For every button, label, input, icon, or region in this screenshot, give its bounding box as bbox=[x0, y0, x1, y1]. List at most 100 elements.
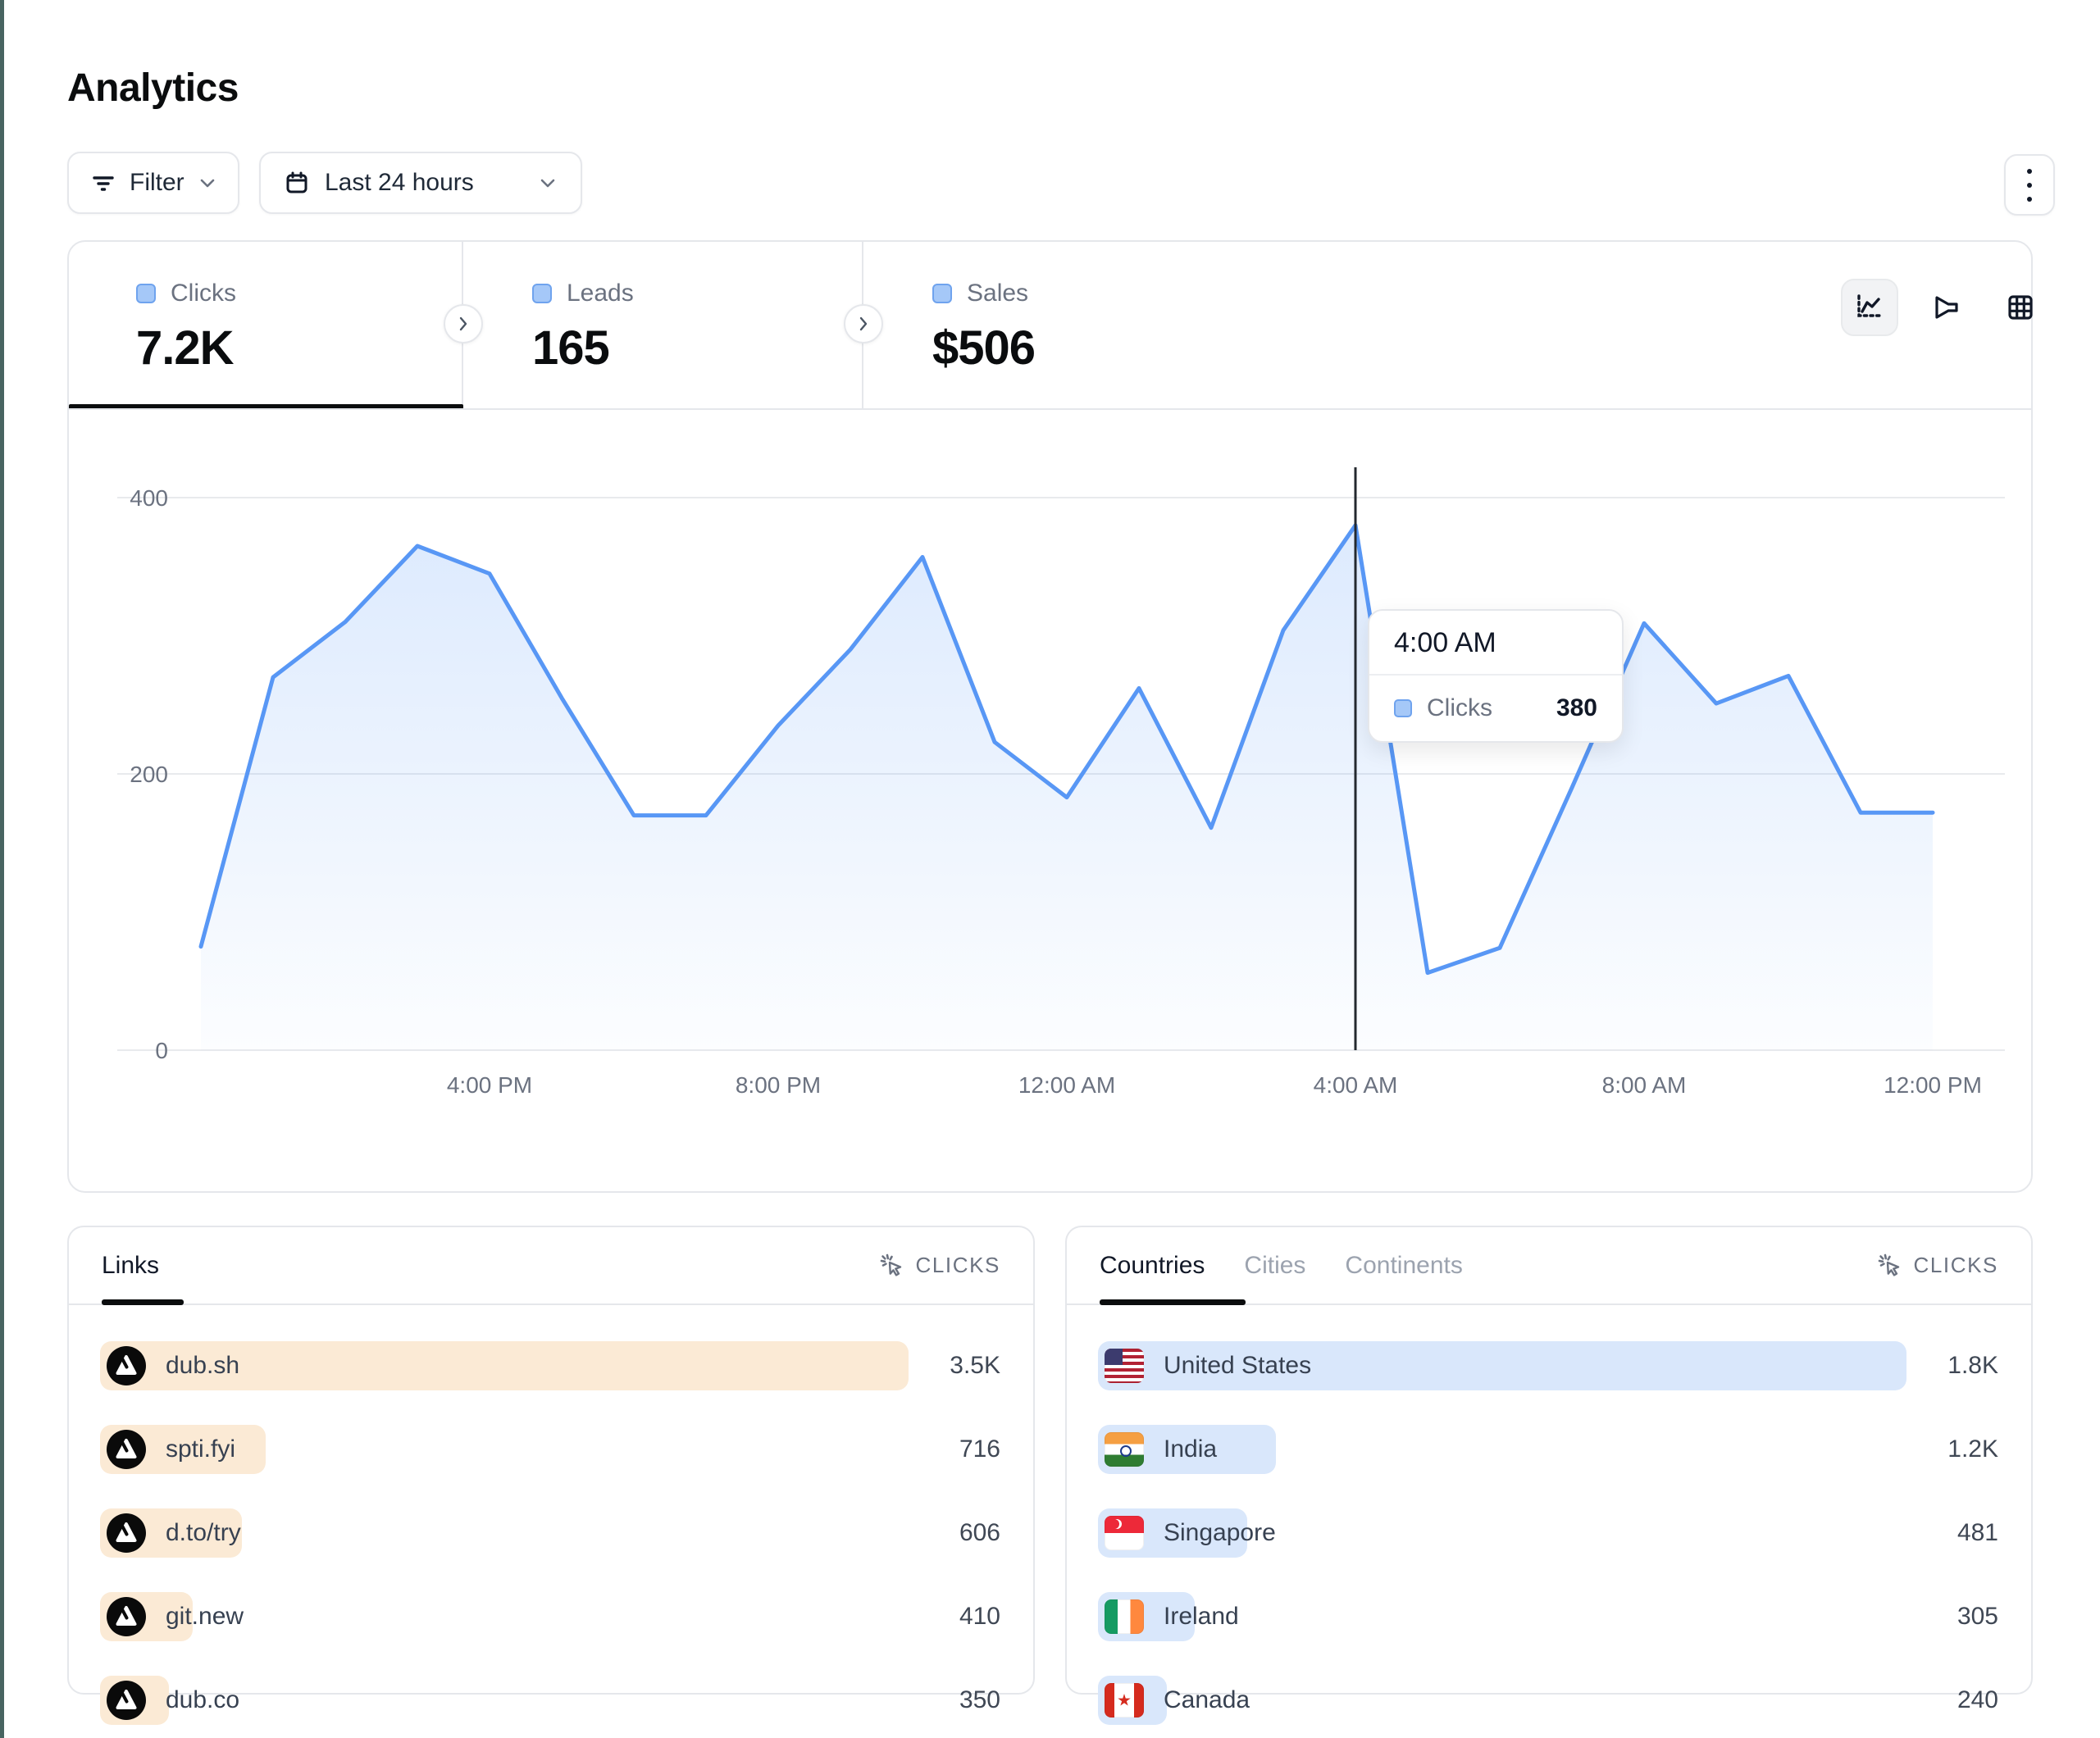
chevron-right-icon bbox=[459, 316, 467, 331]
clicks-time-series-chart[interactable]: 0 200 400 4:00 PM 8:00 PM 12:00 AM 4:00 AM 8:00… bbox=[0, 410, 2100, 1123]
country-clicks-value: 1.8K bbox=[1947, 1352, 1998, 1379]
countries-metric-sort[interactable]: CLICKS bbox=[1877, 1253, 1998, 1279]
country-row[interactable]: Canada 240 bbox=[1098, 1676, 1998, 1725]
link-row[interactable]: d.to/try 606 bbox=[100, 1508, 1000, 1558]
countries-panel: Countries Cities Continents CLICKS Unite… bbox=[1065, 1226, 2033, 1725]
links-panel: Links CLICKS dub.sh 3.5K bbox=[67, 1226, 1035, 1725]
country-label: India bbox=[1164, 1435, 1218, 1463]
dub-logo-avatar bbox=[107, 1597, 146, 1636]
y-axis-tick: 400 bbox=[130, 485, 168, 511]
x-axis-tick: 4:00 AM bbox=[1314, 1072, 1398, 1098]
link-row[interactable]: git.new 410 bbox=[100, 1592, 1000, 1641]
tab-clicks[interactable]: Clicks 7.2K bbox=[67, 240, 463, 408]
cursor-click-icon bbox=[879, 1253, 905, 1279]
x-axis-tick: 4:00 PM bbox=[447, 1072, 532, 1098]
clicks-label: Clicks bbox=[171, 280, 236, 307]
country-row[interactable]: India 1.2K bbox=[1098, 1425, 1998, 1474]
link-label: spti.fyi bbox=[166, 1435, 236, 1463]
chevron-right-icon bbox=[859, 316, 868, 331]
tab-continents[interactable]: Continents bbox=[1345, 1251, 1463, 1279]
country-label: United States bbox=[1164, 1352, 1312, 1379]
grid-icon bbox=[2008, 295, 2033, 320]
link-row[interactable]: dub.co 350 bbox=[100, 1676, 1000, 1725]
tab-countries[interactable]: Countries bbox=[1100, 1251, 1205, 1279]
country-row[interactable]: Singapore 481 bbox=[1098, 1508, 1998, 1558]
country-clicks-value: 1.2K bbox=[1947, 1435, 1998, 1463]
country-bar bbox=[1098, 1341, 1906, 1390]
tab-sales[interactable]: Sales $506 bbox=[863, 240, 1264, 408]
flag-ie-icon bbox=[1105, 1599, 1144, 1634]
countries-metric-label: CLICKS bbox=[1913, 1253, 1998, 1277]
clicks-line bbox=[198, 523, 1935, 976]
expand-clicks-button[interactable] bbox=[444, 304, 483, 344]
x-axis-tick: 8:00 PM bbox=[736, 1072, 821, 1098]
date-range-button[interactable]: Last 24 hours bbox=[259, 152, 582, 214]
country-label: Ireland bbox=[1164, 1603, 1239, 1630]
flag-in-icon bbox=[1105, 1432, 1144, 1467]
link-row[interactable]: dub.sh 3.5K bbox=[100, 1341, 1000, 1390]
flag-us-icon bbox=[1105, 1349, 1144, 1383]
kebab-vertical-icon bbox=[2027, 168, 2032, 174]
line-chart-view-button[interactable] bbox=[1841, 279, 1898, 336]
grid-view-button[interactable] bbox=[1992, 279, 2049, 336]
funnel-icon bbox=[1935, 296, 1958, 319]
x-axis-tick: 12:00 PM bbox=[1884, 1072, 1982, 1098]
link-label: git.new bbox=[166, 1603, 244, 1630]
leads-legend-swatch bbox=[532, 284, 552, 303]
dub-logo-avatar bbox=[107, 1430, 146, 1469]
more-options-button[interactable] bbox=[2004, 154, 2055, 216]
country-clicks-value: 305 bbox=[1957, 1603, 1998, 1630]
country-row[interactable]: Ireland 305 bbox=[1098, 1592, 1998, 1641]
link-clicks-value: 716 bbox=[959, 1435, 1000, 1463]
funnel-view-button[interactable] bbox=[1916, 279, 1974, 336]
y-axis-tick: 200 bbox=[130, 762, 168, 787]
clicks-legend-swatch bbox=[136, 284, 156, 303]
chevron-down-icon bbox=[198, 173, 217, 193]
flag-ca-icon bbox=[1105, 1683, 1144, 1718]
tab-leads[interactable]: Leads 165 bbox=[463, 240, 863, 408]
country-row[interactable]: United States 1.8K bbox=[1098, 1341, 1998, 1390]
dub-logo-avatar bbox=[107, 1346, 146, 1385]
link-label: dub.co bbox=[166, 1686, 240, 1713]
links-metric-sort[interactable]: CLICKS bbox=[879, 1253, 1000, 1279]
sales-value: $506 bbox=[932, 321, 1036, 375]
links-metric-label: CLICKS bbox=[915, 1253, 1000, 1277]
leads-label: Leads bbox=[567, 280, 634, 307]
links-tab-underline bbox=[102, 1299, 184, 1305]
date-range-label: Last 24 hours bbox=[325, 169, 474, 196]
page-title: Analytics bbox=[67, 66, 239, 110]
stats-row: Clicks 7.2K Leads 165 Sales $506 bbox=[67, 240, 2033, 410]
link-label: dub.sh bbox=[166, 1352, 240, 1379]
expand-leads-button[interactable] bbox=[844, 304, 883, 344]
tooltip-series-label: Clicks bbox=[1427, 694, 1492, 721]
link-row[interactable]: spti.fyi 716 bbox=[100, 1425, 1000, 1474]
tooltip-series-value: 380 bbox=[1556, 694, 1597, 721]
tab-cities[interactable]: Cities bbox=[1244, 1251, 1306, 1279]
chart-tooltip: 4:00 AM Clicks 380 bbox=[1368, 609, 1624, 743]
country-label: Canada bbox=[1164, 1686, 1250, 1713]
filter-button[interactable]: Filter bbox=[67, 152, 239, 214]
chart-view-toggles bbox=[1841, 279, 2049, 336]
chevron-down-icon bbox=[538, 173, 558, 193]
link-clicks-value: 410 bbox=[959, 1603, 1000, 1630]
tab-links[interactable]: Links bbox=[102, 1251, 160, 1279]
leads-value: 165 bbox=[532, 321, 610, 375]
x-axis-tick: 8:00 AM bbox=[1602, 1072, 1687, 1098]
link-bar bbox=[100, 1341, 909, 1390]
tooltip-time: 4:00 AM bbox=[1369, 611, 1622, 676]
flag-sg-icon bbox=[1105, 1516, 1144, 1550]
link-label: d.to/try bbox=[166, 1519, 241, 1546]
link-clicks-value: 3.5K bbox=[950, 1352, 1000, 1379]
dub-logo-avatar bbox=[107, 1681, 146, 1720]
tooltip-series-swatch bbox=[1394, 699, 1412, 717]
country-clicks-value: 240 bbox=[1957, 1686, 1998, 1713]
window-edge-strip bbox=[0, 0, 4, 1738]
calendar-icon bbox=[284, 170, 310, 196]
filter-button-label: Filter bbox=[130, 169, 184, 196]
dub-logo-avatar bbox=[107, 1513, 146, 1553]
link-clicks-value: 606 bbox=[959, 1519, 1000, 1546]
sales-label: Sales bbox=[967, 280, 1029, 307]
clicks-value: 7.2K bbox=[136, 321, 235, 375]
x-axis-tick: 12:00 AM bbox=[1018, 1072, 1115, 1098]
